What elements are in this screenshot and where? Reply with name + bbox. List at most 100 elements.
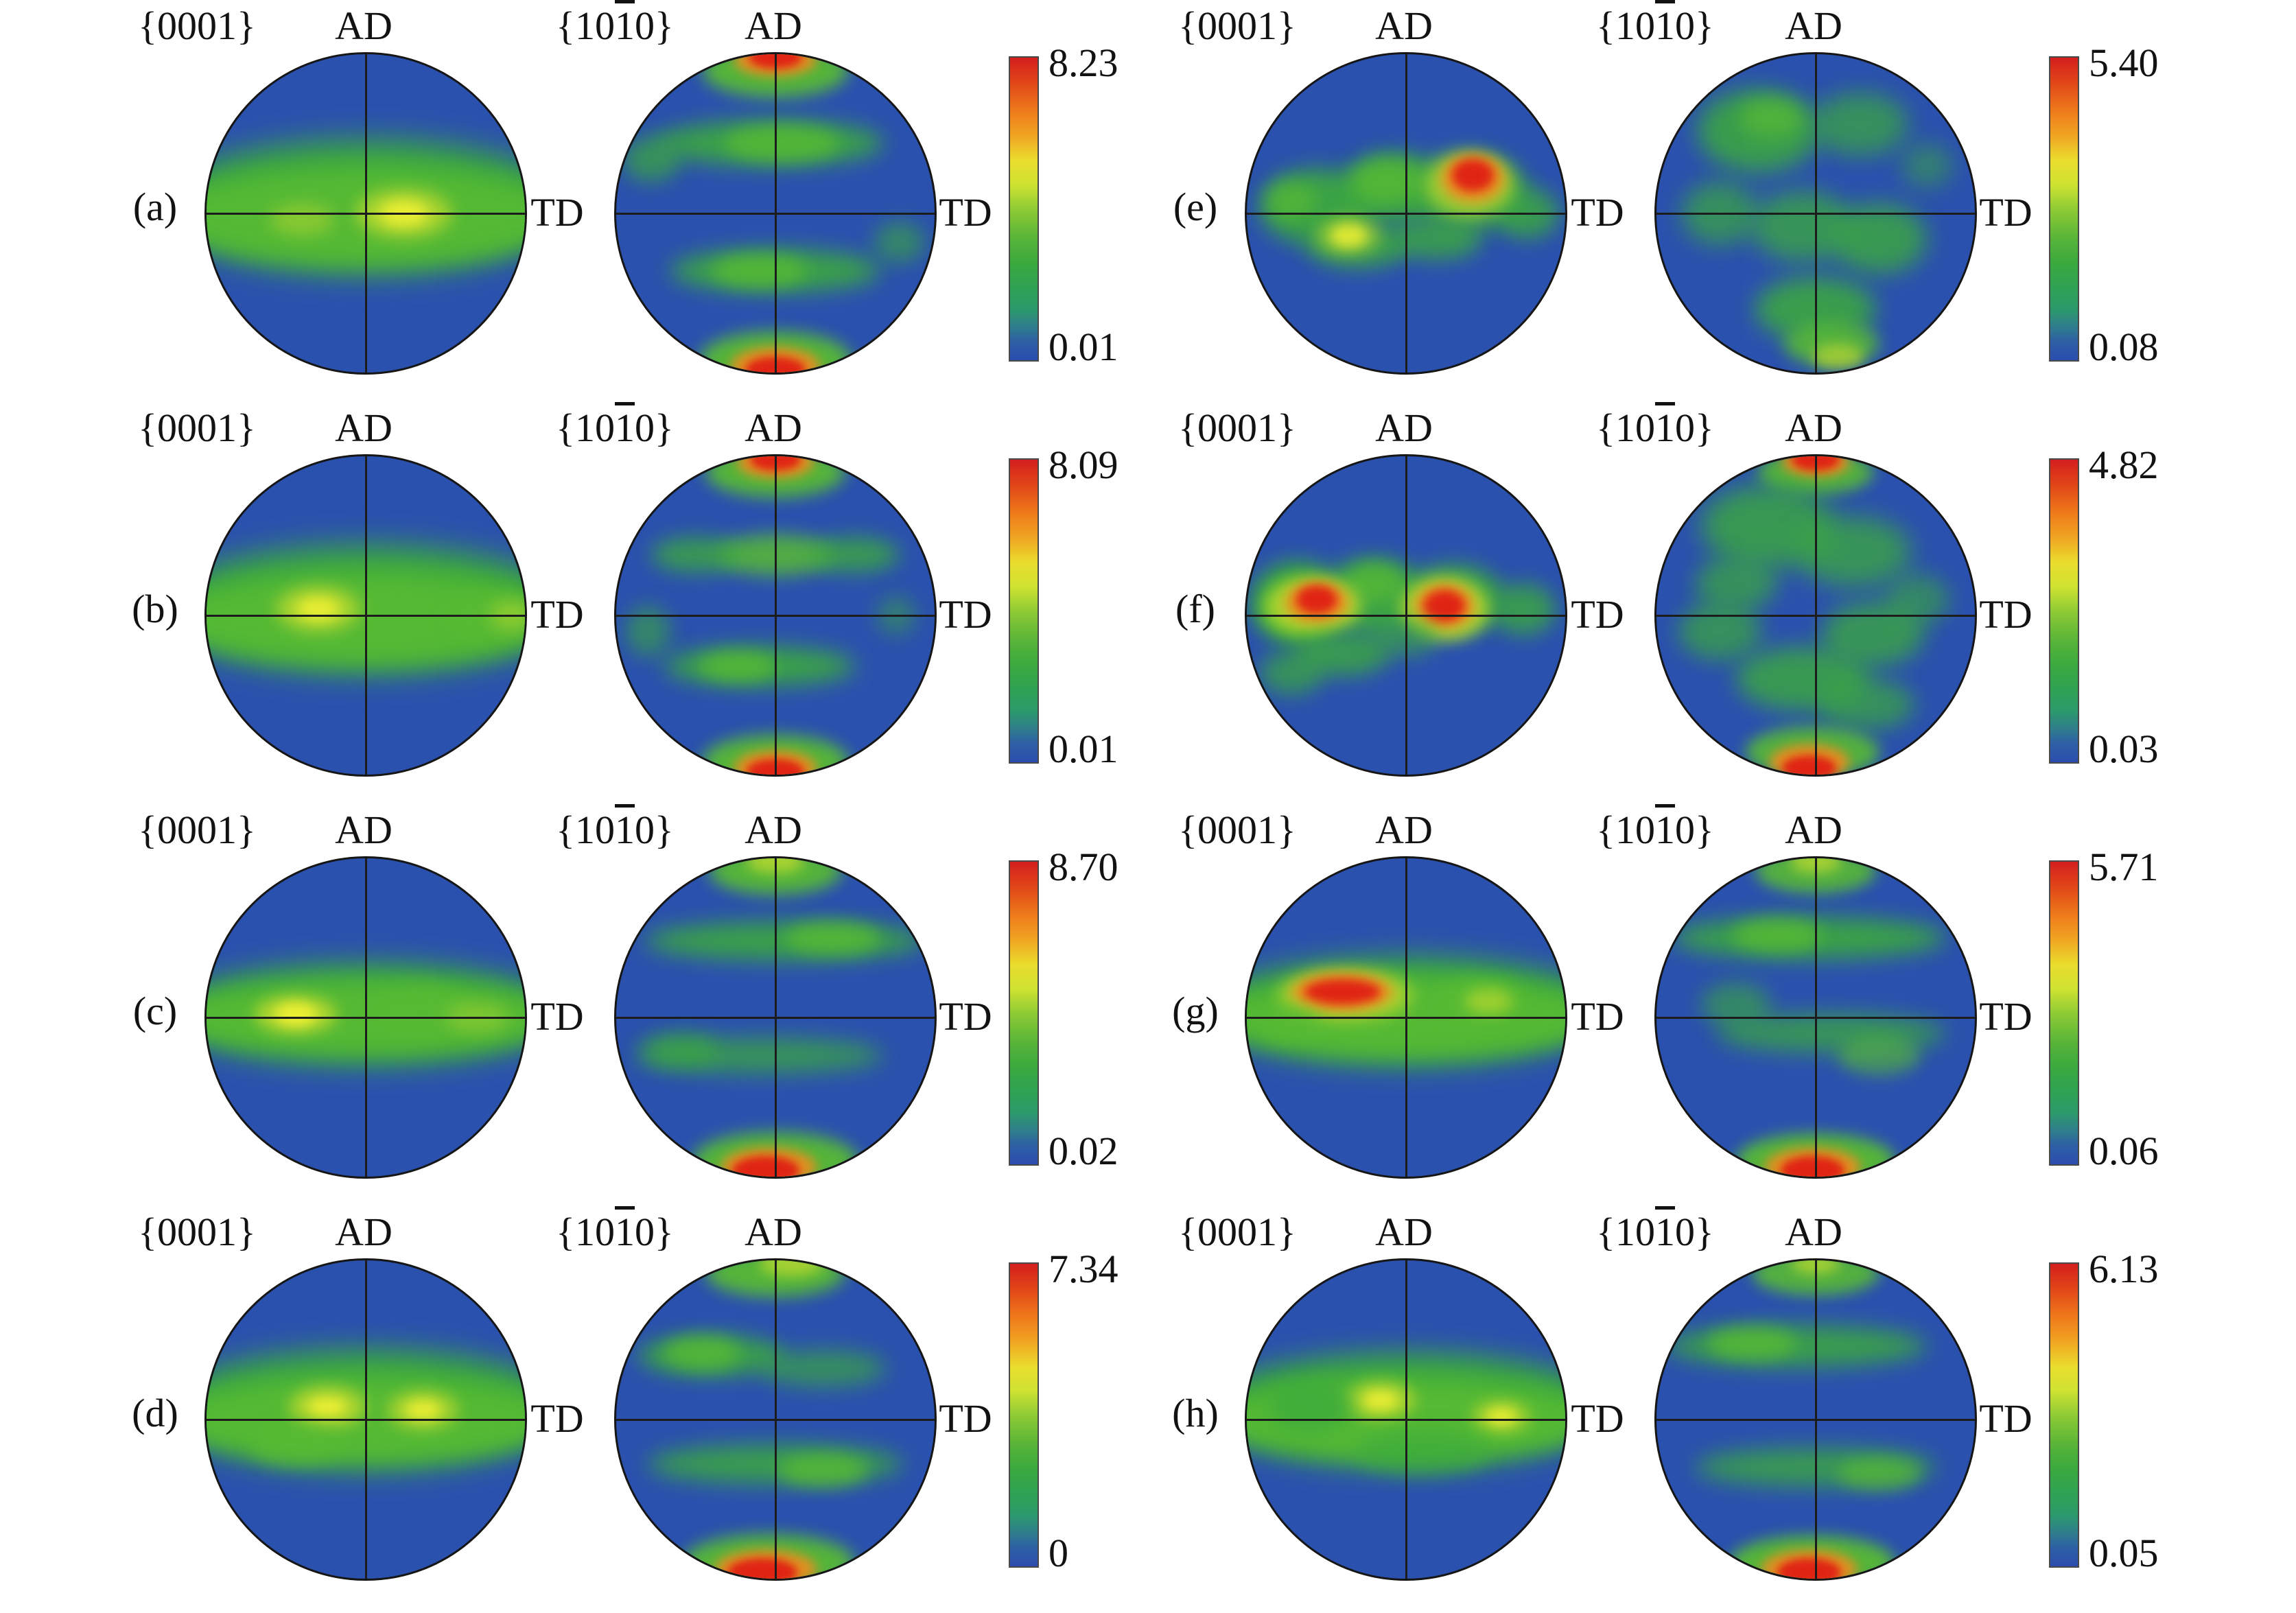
intensity-blob [664, 1337, 740, 1369]
axis-label-td: TD [1979, 994, 2033, 1039]
intensity-blob [874, 221, 926, 263]
hkl-label-prismatic: {1010} [1596, 3, 1714, 48]
intensity-blob [651, 537, 740, 573]
crosshair-horizontal [207, 212, 525, 215]
colorbar-max: 4.82 [2089, 443, 2159, 487]
axis-label-ad: AD [745, 405, 802, 450]
colorbar-max: 5.71 [2089, 845, 2159, 889]
intensity-blob [625, 606, 670, 657]
axis-label-ad: AD [1785, 3, 1842, 48]
axis-label-ad: AD [335, 3, 393, 48]
pole-figure-prismatic [1654, 52, 1977, 375]
hkl-label-prismatic: {1010} [1596, 405, 1714, 450]
intensity-blob [1812, 92, 1908, 156]
crosshair-horizontal [207, 614, 525, 617]
axis-label-td: TD [530, 190, 584, 235]
colorbar-min: 0.06 [2089, 1129, 2159, 1173]
hkl-label-basal: {0001} [138, 3, 256, 48]
crosshair-horizontal [1656, 614, 1975, 617]
intensity-blob [1777, 1557, 1842, 1579]
colorbar-min: 0.02 [1049, 1129, 1118, 1173]
intensity-blob [642, 1033, 718, 1065]
panel-letter: (c) [132, 989, 178, 1033]
intensity-blob [810, 537, 900, 573]
crosshair-horizontal [207, 1016, 525, 1019]
intensity-blob [1812, 344, 1864, 370]
intensity-blob [784, 921, 881, 954]
intensity-blob [1838, 1036, 1921, 1075]
pole-figure-prismatic [614, 856, 937, 1179]
intensity-blob [724, 126, 839, 161]
hkl-label-prismatic: {1010} [556, 808, 674, 852]
pole-figure-basal [1245, 52, 1567, 375]
axis-label-td: TD [1979, 592, 2033, 637]
colorbar-max: 5.40 [2089, 40, 2159, 85]
axis-label-td: TD [1979, 1396, 2033, 1441]
intensity-blob [1464, 989, 1513, 1015]
colorbar [2049, 1262, 2079, 1568]
axis-label-td: TD [1571, 994, 1624, 1039]
axis-label-td: TD [1571, 1396, 1624, 1441]
axis-label-td: TD [939, 190, 992, 235]
intensity-blob [1331, 224, 1366, 247]
axis-label-td: TD [1979, 190, 2033, 235]
axis-label-td: TD [939, 994, 992, 1039]
intensity-blob [1363, 1391, 1398, 1411]
intensity-blob [1296, 585, 1338, 614]
colorbar-max: 8.23 [1049, 40, 1118, 85]
intensity-blob [1665, 1326, 1928, 1367]
intensity-blob [1901, 143, 1953, 188]
intensity-blob [1304, 979, 1381, 1005]
intensity-blob [1796, 517, 1912, 587]
colorbar-max: 6.13 [2089, 1247, 2159, 1291]
axis-label-ad: AD [1375, 808, 1433, 852]
panel-letter: (d) [132, 1391, 178, 1435]
intensity-blob [1263, 1008, 1320, 1040]
colorbar [2049, 458, 2079, 764]
intensity-blob [297, 598, 339, 620]
crosshair-horizontal [1656, 1418, 1975, 1421]
colorbar-max: 7.34 [1049, 1247, 1118, 1291]
intensity-blob [375, 989, 471, 1034]
pole-figure-basal [204, 454, 527, 777]
colorbar [1009, 56, 1039, 362]
intensity-blob [1739, 98, 1803, 137]
intensity-blob [406, 1400, 441, 1420]
panel-letter: (f) [1175, 587, 1215, 631]
crosshair-horizontal [1656, 1016, 1975, 1019]
hkl-label-basal: {0001} [1178, 1210, 1296, 1254]
intensity-blob [712, 255, 808, 287]
intensity-blob [1838, 1457, 1921, 1490]
intensity-blob [250, 1426, 340, 1464]
intensity-blob [1700, 982, 1772, 1027]
crosshair-horizontal [1247, 212, 1565, 215]
pole-figure-prismatic [1654, 856, 1977, 1179]
hkl-label-basal: {0001} [1178, 405, 1296, 450]
colorbar-min: 0.01 [1049, 727, 1118, 771]
intensity-blob [270, 204, 334, 236]
axis-label-ad: AD [335, 808, 393, 852]
axis-label-ad: AD [745, 808, 802, 852]
axis-label-td: TD [530, 592, 584, 637]
panel-letter: (h) [1172, 1391, 1219, 1435]
pole-figure-prismatic [1654, 1258, 1977, 1581]
intensity-blob [1355, 1428, 1489, 1474]
intensity-blob [1393, 217, 1483, 260]
panel-letter: (g) [1172, 989, 1219, 1033]
axis-label-ad: AD [745, 1210, 802, 1254]
axis-label-ad: AD [1375, 1210, 1433, 1254]
colorbar-min: 0.05 [2089, 1531, 2159, 1575]
intensity-blob [1487, 1408, 1516, 1424]
crosshair-horizontal [616, 212, 935, 215]
intensity-blob [1780, 1155, 1844, 1177]
axis-label-ad: AD [335, 405, 393, 450]
intensity-blob [778, 1455, 868, 1487]
colorbar-min: 0.03 [2089, 727, 2159, 771]
hkl-label-basal: {0001} [1178, 808, 1296, 852]
intensity-blob [644, 921, 926, 961]
crosshair-horizontal [616, 1016, 935, 1019]
intensity-blob [308, 1397, 347, 1417]
pole-figure-basal [204, 1258, 527, 1581]
colorbar [2049, 56, 2079, 362]
